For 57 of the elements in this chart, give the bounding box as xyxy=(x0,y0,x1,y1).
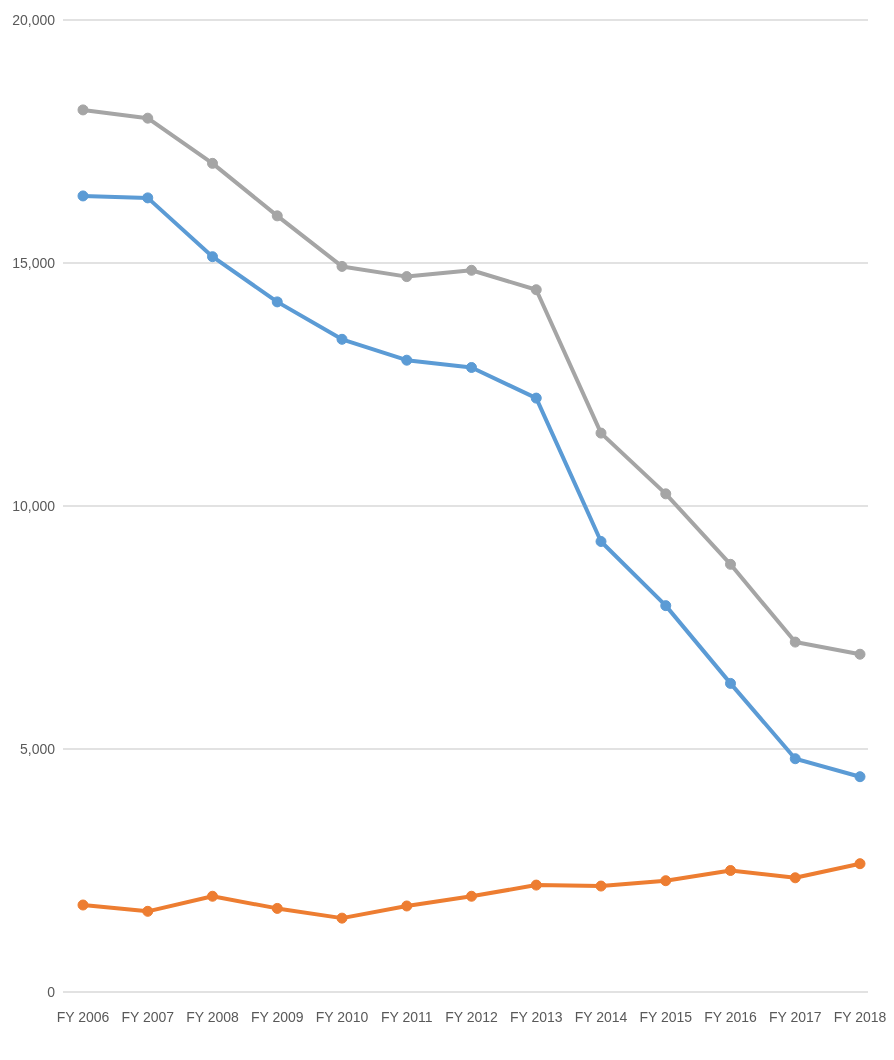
y-tick-label: 20,000 xyxy=(12,11,56,28)
point xyxy=(77,190,89,202)
point xyxy=(660,875,672,887)
point xyxy=(271,902,283,914)
point xyxy=(207,157,218,169)
point xyxy=(336,912,348,924)
point xyxy=(854,858,866,870)
x-tick-label: FY 2011 xyxy=(380,1008,433,1025)
x-tick-label: FY 2017 xyxy=(768,1008,822,1025)
point xyxy=(789,872,801,884)
point xyxy=(466,890,477,902)
point xyxy=(789,753,801,765)
point xyxy=(271,210,283,222)
x-tick-label: FY 2016 xyxy=(704,1008,758,1025)
y-tick-label: 10,000 xyxy=(12,497,56,514)
point xyxy=(725,558,736,570)
point xyxy=(271,296,283,308)
point xyxy=(77,899,89,911)
point xyxy=(336,333,348,345)
point xyxy=(401,271,413,283)
point xyxy=(207,251,218,263)
point xyxy=(725,865,736,876)
point xyxy=(725,677,736,689)
point xyxy=(854,648,866,660)
x-tick-label: FY 2008 xyxy=(186,1008,240,1025)
x-tick-label: FY 2013 xyxy=(509,1008,563,1025)
point xyxy=(530,392,542,404)
point xyxy=(595,535,607,547)
point xyxy=(207,890,218,902)
point xyxy=(530,879,542,891)
point xyxy=(336,260,348,272)
point xyxy=(595,427,607,439)
point xyxy=(466,361,477,373)
x-tick-label: FY 2006 xyxy=(56,1008,110,1025)
point xyxy=(142,192,154,204)
point xyxy=(530,284,542,296)
point xyxy=(660,600,672,612)
point xyxy=(142,905,154,917)
point xyxy=(789,636,801,648)
y-tick-label: 0 xyxy=(47,983,56,1000)
y-tick-label: 15,000 xyxy=(12,254,56,271)
x-tick-label: FY 2010 xyxy=(315,1008,369,1025)
x-tick-label: FY 2007 xyxy=(121,1008,175,1025)
point xyxy=(142,112,154,124)
x-tick-label: FY 2014 xyxy=(574,1008,628,1025)
point xyxy=(660,488,672,500)
point xyxy=(854,771,866,783)
x-tick-label: FY 2009 xyxy=(250,1008,304,1025)
point xyxy=(401,354,413,366)
x-tick-label: FY 2012 xyxy=(445,1008,499,1025)
x-tick-label: FY 2018 xyxy=(833,1008,887,1025)
y-tick-label: 5,000 xyxy=(19,740,56,757)
point xyxy=(77,104,89,116)
point xyxy=(401,900,413,912)
point xyxy=(595,880,607,892)
x-tick-label: FY 2015 xyxy=(639,1008,693,1025)
point xyxy=(466,264,477,276)
